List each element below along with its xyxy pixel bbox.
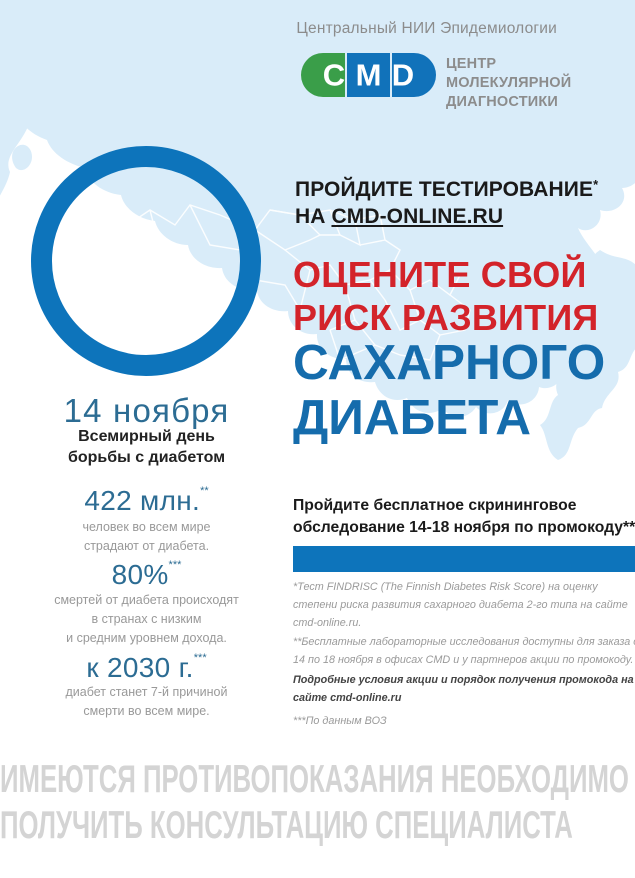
svg-text:M: M [356,58,382,93]
svg-text:C: C [323,58,345,93]
svg-text:D: D [392,58,414,93]
